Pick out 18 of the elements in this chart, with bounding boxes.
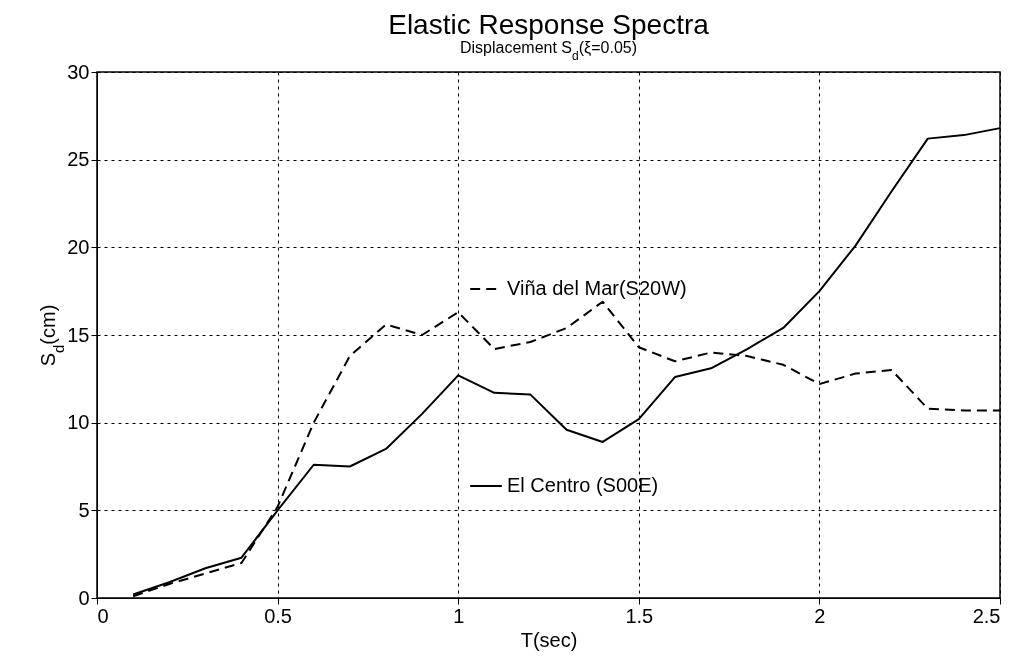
- x-tick-label: 0.5: [264, 604, 293, 627]
- y-tick-label: 5: [78, 498, 90, 521]
- chart-subtitle: Displacement S$_{d}$(ξ=0.05): [459, 39, 638, 63]
- legend-label: Viña del Mar(S20W): [507, 277, 687, 299]
- chart-title: Elastic Response Spectra: [388, 9, 710, 40]
- y-tick-label: 20: [67, 235, 90, 258]
- y-tick-label: 10: [67, 411, 90, 434]
- y-tick-label: 30: [67, 60, 90, 83]
- y-tick-label: 0: [78, 586, 90, 609]
- x-tick-label: 1.5: [625, 604, 654, 627]
- x-axis-title: T(sec): [520, 628, 578, 651]
- y-tick-label: 15: [67, 323, 90, 346]
- x-tick-label: 0: [97, 604, 109, 627]
- legend-label: El Centro (S00E): [507, 474, 659, 496]
- x-tick-label: 1: [453, 604, 465, 627]
- y-tick-label: 25: [67, 148, 90, 171]
- x-tick-label: 2.5: [972, 604, 1001, 627]
- x-tick-label: 2: [814, 604, 826, 627]
